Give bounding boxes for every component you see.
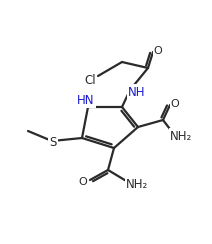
Text: S: S bbox=[49, 136, 57, 150]
Text: NH: NH bbox=[128, 85, 146, 99]
Text: NH₂: NH₂ bbox=[126, 177, 148, 191]
Text: NH₂: NH₂ bbox=[170, 130, 192, 142]
Text: Cl: Cl bbox=[84, 73, 96, 87]
Text: O: O bbox=[154, 46, 162, 56]
Text: O: O bbox=[171, 99, 179, 109]
Text: O: O bbox=[79, 177, 87, 187]
Text: HN: HN bbox=[77, 93, 95, 106]
